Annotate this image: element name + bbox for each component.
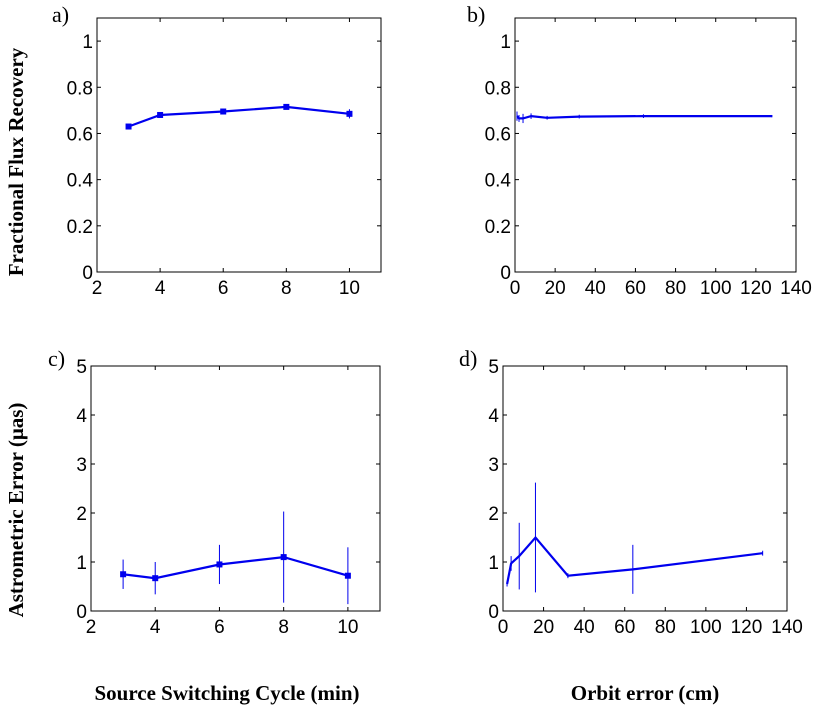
panel-c: c) 0 1 2 3 4 5 2 4 6 8 10: [48, 346, 381, 638]
y-tick-label: 3: [76, 455, 87, 476]
x-tick-label: 120: [731, 617, 763, 638]
y-tick-label: 0.6: [485, 124, 511, 145]
xlabel-left: Source Switching Cycle (min): [94, 681, 359, 705]
x-tick-label: 8: [281, 278, 292, 299]
data-point: [280, 554, 287, 561]
panel-label: a): [52, 2, 69, 27]
x-tick-label: 4: [155, 278, 166, 299]
x-tick-label: 140: [771, 617, 803, 638]
panel-label: c): [48, 346, 65, 371]
y-tick-label: 2: [488, 504, 499, 525]
data-point: [220, 108, 227, 115]
ylabel-top: Fractional Flux Recovery: [4, 47, 28, 276]
panel-d: d) 0 1 2 3 4 5 0 20 40 60 80 100 120 140: [459, 346, 803, 638]
series-line: [516, 114, 772, 120]
y-tick-label: 3: [488, 455, 499, 476]
data-point: [283, 103, 290, 110]
y-tick-label: 0.8: [485, 78, 511, 99]
x-tick-label: 40: [585, 278, 606, 299]
data-point: [216, 561, 223, 568]
data-point: [157, 111, 164, 118]
y-tick-label: 1: [488, 553, 499, 574]
y-tick-label: 0.2: [485, 217, 511, 238]
plot-frame: [514, 17, 797, 273]
x-tick-label: 0: [510, 278, 521, 299]
y-tick-label: 0.8: [67, 78, 93, 99]
y-tick-label: 1: [500, 32, 511, 53]
x-tick-label: 80: [655, 617, 676, 638]
x-tick-label: 6: [218, 278, 229, 299]
ylabel-bottom: Astrometric Error (μas): [4, 403, 28, 618]
y-tick-label: 5: [488, 357, 499, 378]
y-tick-label: 4: [488, 406, 499, 427]
plot-frame: [96, 17, 382, 273]
y-tick-label: 0.2: [67, 217, 93, 238]
x-tick-label: 10: [337, 617, 358, 638]
plot-frame: [502, 365, 788, 612]
x-tick-label: 2: [92, 278, 103, 299]
x-tick-label: 8: [278, 617, 289, 638]
x-tick-label: 40: [574, 617, 595, 638]
y-tick-label: 4: [76, 406, 87, 427]
x-tick-label: 0: [498, 617, 509, 638]
series-line: [506, 535, 763, 585]
panel-label: b): [467, 2, 485, 27]
data-point: [346, 110, 353, 117]
x-tick-label: 2: [86, 617, 97, 638]
y-tick-label: 0: [488, 602, 499, 623]
panel-a: a) 0 0.2 0.4 0.6 0.8 1 2 4 6 8 10: [52, 2, 382, 299]
data-point: [125, 123, 132, 130]
plot-frame: [90, 365, 381, 612]
x-tick-label: 20: [533, 617, 554, 638]
y-tick-label: 0.4: [67, 171, 94, 192]
y-tick-label: 0.6: [67, 124, 93, 145]
x-tick-label: 6: [214, 617, 225, 638]
x-tick-label: 80: [665, 278, 686, 299]
x-tick-label: 100: [690, 617, 722, 638]
y-tick-label: 1: [82, 32, 93, 53]
x-tick-label: 20: [545, 278, 566, 299]
y-tick-label: 0: [76, 602, 87, 623]
series-line: [122, 555, 349, 580]
y-tick-label: 2: [76, 504, 87, 525]
x-tick-label: 120: [740, 278, 772, 299]
y-tick-label: 0.4: [485, 171, 512, 192]
x-tick-label: 60: [614, 617, 635, 638]
x-tick-label: 4: [150, 617, 161, 638]
data-point: [120, 571, 127, 578]
panel-label: d): [459, 346, 477, 371]
y-tick-label: 5: [76, 357, 87, 378]
x-tick-label: 100: [700, 278, 732, 299]
x-tick-label: 60: [625, 278, 646, 299]
data-point: [344, 572, 351, 579]
y-tick-label: 1: [76, 553, 87, 574]
xlabel-right: Orbit error (cm): [571, 681, 720, 705]
y-tick-label: 0: [500, 263, 511, 284]
x-tick-label: 140: [780, 278, 812, 299]
data-point: [152, 575, 159, 582]
y-tick-label: 0: [82, 263, 93, 284]
x-tick-label: 10: [339, 278, 360, 299]
panel-b: b) 0 0.2 0.4 0.6 0.8 1 0 20 40 60 80 100 120 140: [467, 2, 812, 299]
